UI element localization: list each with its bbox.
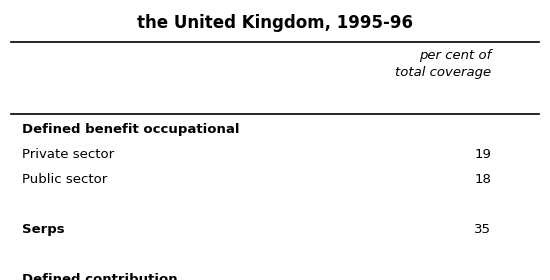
Text: 19: 19 — [475, 148, 492, 160]
Text: Defined contribution: Defined contribution — [21, 272, 177, 280]
Text: Defined benefit occupational: Defined benefit occupational — [21, 123, 239, 136]
Text: 18: 18 — [475, 172, 492, 186]
Text: the United Kingdom, 1995-96: the United Kingdom, 1995-96 — [137, 14, 413, 32]
Text: Private sector: Private sector — [21, 148, 114, 160]
Text: Public sector: Public sector — [21, 172, 107, 186]
Text: 35: 35 — [475, 223, 492, 235]
Text: per cent of
total coverage: per cent of total coverage — [395, 49, 492, 79]
Text: Serps: Serps — [21, 223, 64, 235]
